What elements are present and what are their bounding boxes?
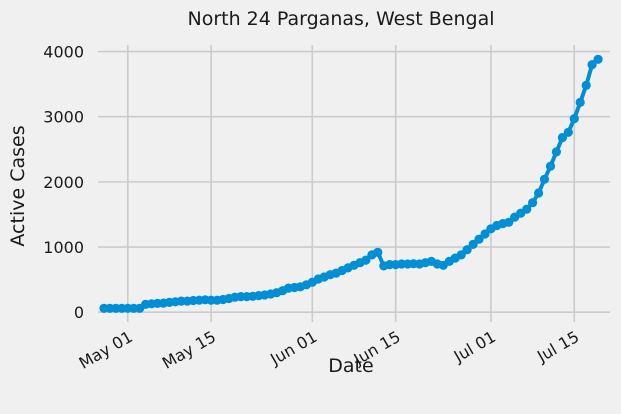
data-point [575,97,585,107]
y-axis-ticks: 0 1000 2000 3000 4000 [43,43,84,323]
data-point [587,60,597,70]
x-axis-title: Date [328,355,373,377]
data-point [528,198,538,208]
data-point [462,245,472,255]
data-point [569,114,579,124]
data-point [581,80,591,90]
y-tick-label: 0 [74,303,84,322]
data-point [522,204,532,214]
x-tick-label: May 15 [159,327,219,373]
data-point [474,234,484,244]
x-tick-label: Jul 01 [450,327,499,366]
data-point [456,250,466,260]
data-point [504,217,514,227]
chart-title: North 24 Parganas, West Bengal [188,8,495,30]
data-point [545,161,556,171]
x-tick-label: May 01 [76,327,136,373]
series-points [99,54,603,313]
data-point [551,147,562,157]
x-tick-label: Jun 01 [266,327,320,369]
y-tick-label: 1000 [43,238,84,257]
y-tick-label: 4000 [43,43,84,62]
x-tick-label: Jul 15 [533,327,582,366]
y-tick-label: 3000 [43,108,84,127]
y-tick-label: 2000 [43,173,84,192]
data-point [373,247,383,257]
y-axis-title: Active Cases [7,125,29,246]
data-point [557,133,568,143]
data-point [539,174,550,184]
data-point [361,255,371,265]
data-point [534,188,544,198]
grid [98,45,610,322]
data-point [563,127,573,137]
data-point [593,54,603,64]
data-point [480,229,490,239]
data-point [468,239,478,249]
